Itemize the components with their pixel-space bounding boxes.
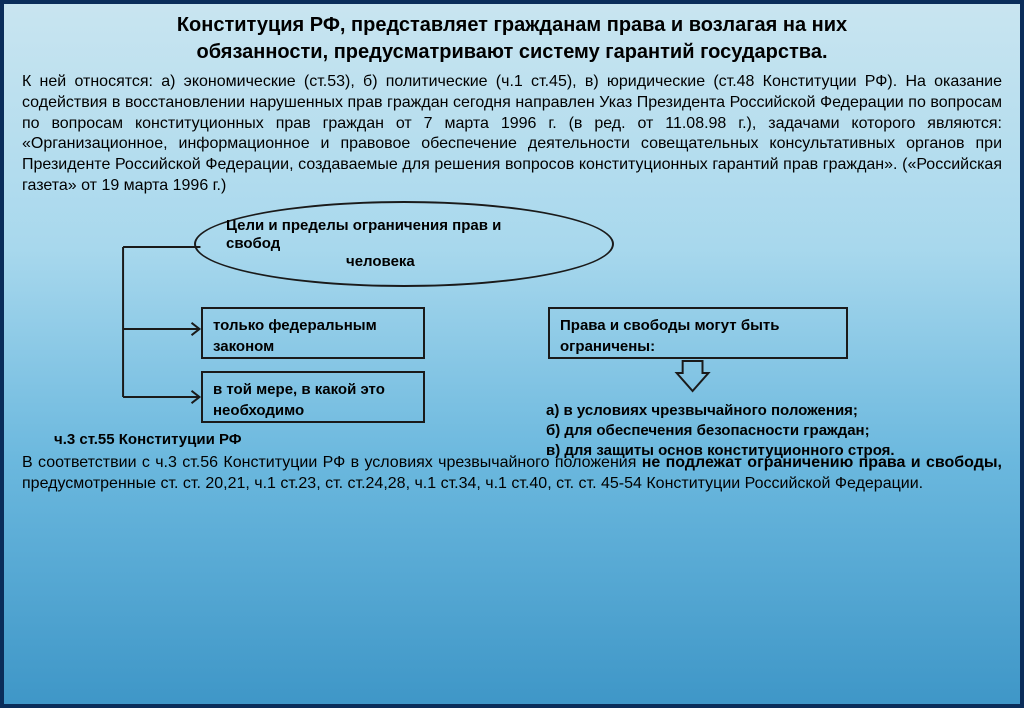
left-box-2: в той мере, в какой это необходимо — [201, 371, 425, 423]
left-box-1-l2: законом — [213, 336, 413, 357]
title-line-1: Конституция РФ, представляет гражданам п… — [34, 12, 990, 39]
ellipse-line-2: свобод — [226, 235, 582, 253]
slide-title: Конституция РФ, представляет гражданам п… — [4, 4, 1020, 70]
right-box-l1: Права и свободы могут быть — [560, 315, 836, 336]
left-box-1: только федеральным законом — [201, 307, 425, 359]
left-box-2-l1: в той мере, в какой это — [213, 379, 413, 400]
title-line-2: обязанности, предусматривают систему гар… — [34, 39, 990, 66]
right-box: Права и свободы могут быть ограничены: — [548, 307, 848, 359]
ellipse-line-3: человека — [226, 253, 582, 271]
ellipse-line-1: Цели и пределы ограничения прав и — [226, 217, 582, 235]
diagram-area: Цели и пределы ограничения прав и свобод… — [4, 199, 1020, 449]
footer-plain-2: предусмотренные ст. ст. 20,21, ч.1 ст.23… — [22, 475, 923, 492]
right-box-l2: ограничены: — [560, 336, 836, 357]
right-list-b: б) для обеспечения безопасности граждан; — [546, 421, 895, 441]
right-list: а) в условиях чрезвычайного положения; б… — [546, 401, 895, 462]
right-list-a: а) в условиях чрезвычайного положения; — [546, 401, 895, 421]
left-box-1-l1: только федеральным — [213, 315, 413, 336]
left-box-2-l2: необходимо — [213, 400, 413, 421]
right-list-c: в) для защиты основ конституционного стр… — [546, 441, 895, 461]
center-ellipse: Цели и пределы ограничения прав и свобод… — [194, 201, 614, 287]
left-caption: ч.3 ст.55 Конституции РФ — [54, 431, 242, 448]
intro-paragraph: К ней относятся: а) экономические (ст.53… — [4, 70, 1020, 199]
